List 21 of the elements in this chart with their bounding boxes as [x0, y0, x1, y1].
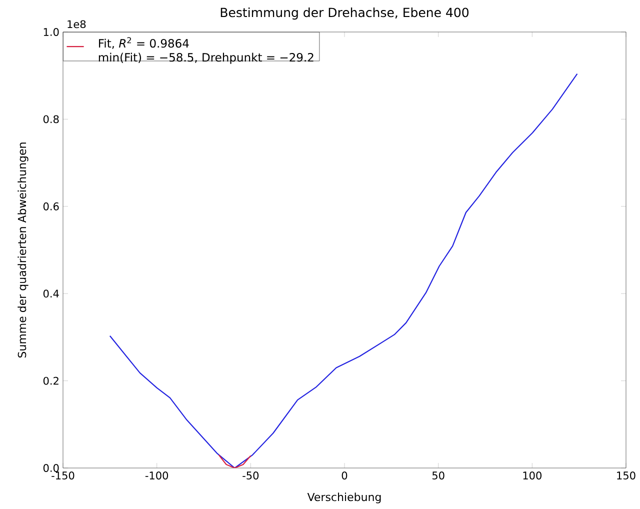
x-tick-label: -50	[242, 472, 259, 480]
annotation: min(Fit) = −58.5, Drehpunkt = −29.2	[98, 52, 314, 64]
y-tick-label: 0.2	[43, 376, 58, 385]
line-series	[109, 73, 578, 468]
x-tick-label: 150	[617, 472, 636, 480]
y-tick-label: 0.4	[43, 290, 59, 298]
y-axis-title: Summe der quadrierten Abweichungen	[18, 142, 28, 358]
y-tick-label: 1.0	[44, 28, 59, 36]
x-tick-label: -150	[52, 472, 74, 480]
x-axis-title: Verschiebung	[307, 492, 381, 504]
text: 1e8	[68, 20, 86, 28]
legend-label: Fit, R$^{2}$ = 0.9864	[99, 37, 189, 49]
y-tick-label: 0.6	[43, 202, 59, 210]
line-series	[218, 454, 252, 468]
y-tick-label: 0.8	[43, 115, 59, 124]
chart-title: Bestimmung der Drehachse, Ebene 400	[220, 7, 468, 20]
x-tick-label: 100	[523, 472, 542, 480]
x-tick-label: 50	[432, 472, 444, 480]
x-tick-label: 0	[342, 472, 348, 480]
y-tick-label: 0.0	[43, 464, 59, 472]
x-tick-label: -100	[145, 472, 168, 480]
